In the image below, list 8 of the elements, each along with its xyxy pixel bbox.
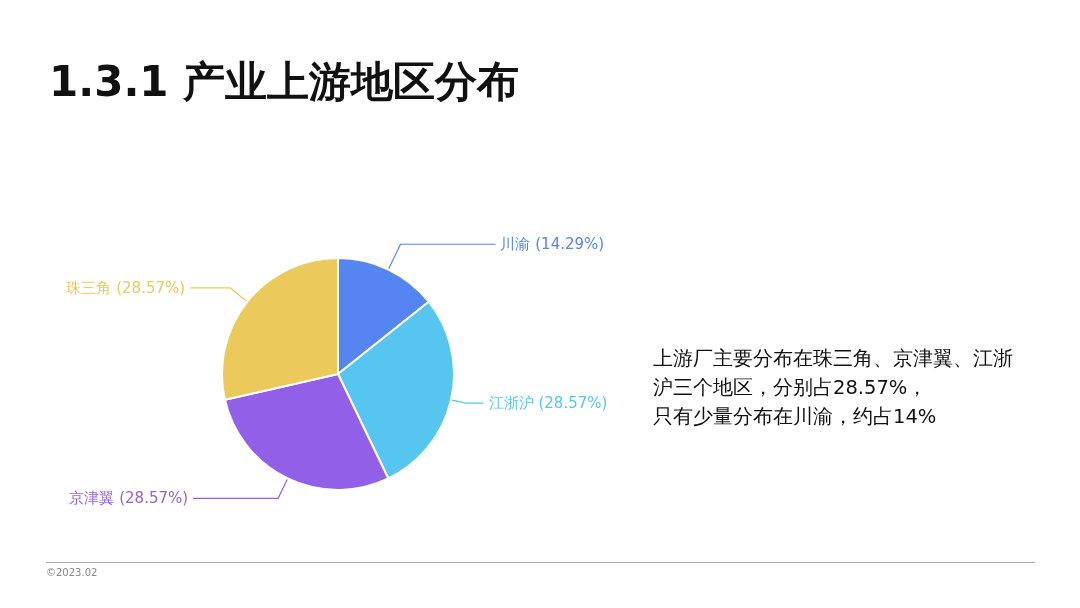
slice-label: 珠三角 (28.57%)	[66, 278, 186, 297]
text: 上游厂主要分布在珠三角、京津翼、江浙沪三个地区，分别占28.57%，	[653, 346, 1014, 401]
slice-label: 江浙沪 (28.57%)	[488, 394, 608, 413]
text: 只有少量分布在川渝，约占14%	[653, 404, 938, 430]
slice-label: 京津翼 (28.57%)	[69, 489, 189, 508]
text: ©2023.02	[46, 567, 98, 578]
chart-title: 1.3.1 产业上游地区分布	[49, 56, 520, 106]
slice-label: 川渝 (14.29%)	[500, 235, 605, 254]
